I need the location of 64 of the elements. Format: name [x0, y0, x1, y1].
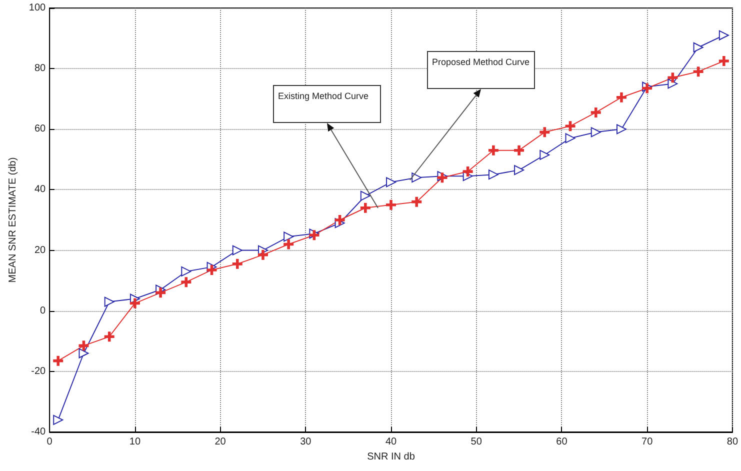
point [616, 124, 626, 134]
point [462, 166, 473, 177]
x-tick-label: 20 [214, 436, 226, 448]
point [78, 348, 89, 358]
point [412, 172, 422, 183]
point [693, 66, 704, 77]
annotation: Proposed Method Curve [432, 57, 530, 67]
point [53, 356, 64, 366]
point [130, 298, 140, 308]
point [718, 30, 729, 40]
x-tick-label: 70 [642, 436, 654, 448]
callout-box: Proposed Method Curve [427, 51, 535, 89]
point [668, 72, 678, 83]
point [53, 414, 64, 425]
y-tick-label: 40 [34, 184, 46, 196]
point [540, 127, 550, 138]
x-tick-label: 60 [556, 436, 568, 448]
point [206, 264, 217, 275]
y-tick-label: 80 [34, 63, 46, 74]
point [232, 245, 242, 256]
point [232, 258, 242, 269]
point [78, 340, 89, 351]
y-tick-label: 100 [28, 2, 46, 14]
annotation: Existing Method Curve [278, 91, 369, 101]
point [181, 277, 192, 288]
point [590, 107, 601, 118]
point [360, 190, 370, 201]
y-axis-title: MEAN SNR ESTIMATE (db) [8, 157, 18, 283]
point [488, 145, 498, 156]
point [488, 170, 498, 180]
point [104, 296, 114, 307]
point [360, 202, 370, 213]
point [514, 165, 524, 176]
y-tick-label: 20 [34, 244, 46, 256]
x-tick-label: 30 [300, 436, 312, 448]
point [386, 200, 396, 210]
point [590, 127, 601, 138]
point [565, 121, 576, 132]
point [540, 150, 550, 160]
point [284, 239, 294, 250]
y-tick-label: 60 [34, 124, 46, 135]
point [104, 332, 114, 342]
point [412, 196, 422, 207]
y-tick-label: -40 [31, 426, 46, 438]
point [668, 78, 678, 89]
point [284, 232, 294, 242]
point [693, 42, 704, 52]
point [258, 250, 268, 260]
point [156, 288, 166, 298]
x-tick-label: 50 [470, 436, 482, 448]
x-tick-label: 80 [726, 436, 738, 448]
y-tick-label: 0 [40, 305, 46, 316]
callout-box: Existing Method Curve [273, 85, 381, 123]
y-tick-label: -20 [31, 366, 46, 377]
point [718, 56, 729, 66]
point [565, 133, 576, 144]
point [386, 177, 396, 188]
x-axis-title: SNR IN db [367, 452, 416, 462]
x-tick-label: 10 [129, 436, 141, 448]
x-tick-label: 40 [385, 436, 398, 448]
point [514, 145, 524, 156]
point [181, 266, 192, 276]
point [616, 92, 626, 102]
point [334, 215, 345, 225]
